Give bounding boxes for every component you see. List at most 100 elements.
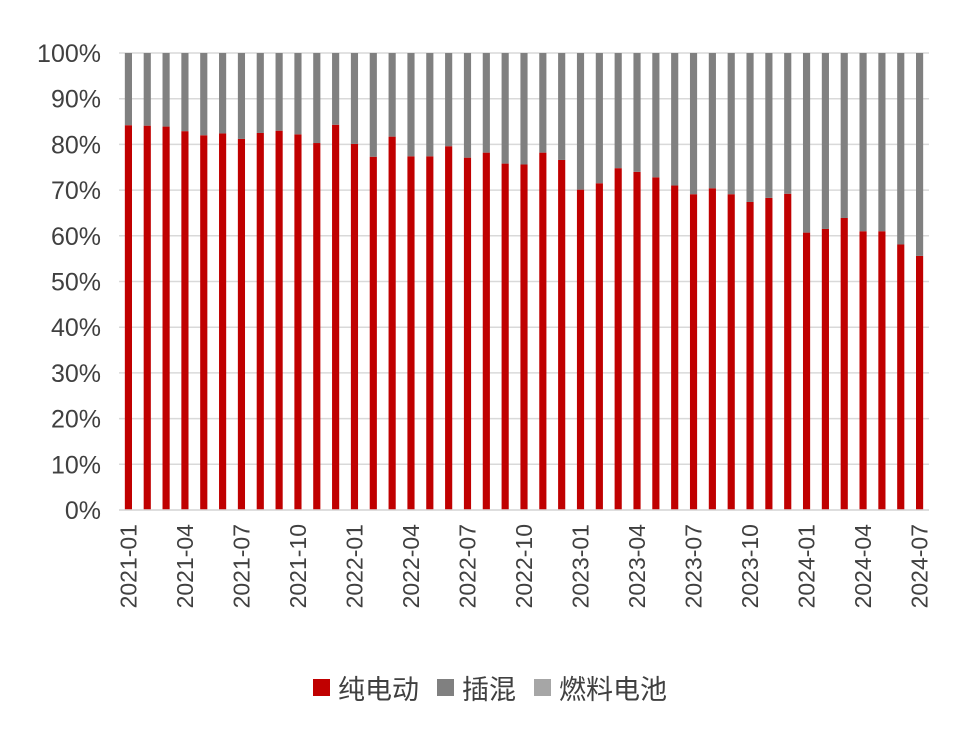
bar-2022-02-series-1 (369, 53, 377, 157)
bar-2023-10-series-1 (746, 53, 754, 202)
bar-2024-07-series-1 (916, 53, 924, 256)
x-tick-label: 2022-10 (511, 524, 537, 608)
bar-2021-06-series-0 (219, 133, 227, 510)
y-tick-label: 50% (51, 269, 101, 297)
bar-2023-04-series-0 (633, 171, 641, 510)
bar-2022-10-series-1 (520, 53, 528, 165)
bar-2023-06-series-0 (671, 185, 679, 510)
bar-2022-03-series-0 (388, 136, 396, 511)
bar-2022-11-series-1 (539, 53, 547, 153)
bar-2022-07-series-0 (463, 157, 472, 510)
bar-2021-11-series-0 (313, 143, 321, 511)
y-tick-label: 70% (51, 177, 101, 205)
bar-2023-07-series-0 (689, 194, 698, 510)
bar-2024-05-series-1 (878, 53, 886, 232)
bar-layer (124, 53, 924, 511)
bar-2024-02-series-1 (821, 53, 829, 229)
bar-2021-03-series-0 (162, 126, 170, 511)
bar-2023-12-series-0 (784, 193, 792, 511)
bar-2022-04-series-0 (407, 156, 415, 511)
bar-2022-01-series-1 (350, 53, 359, 144)
bar-2022-08-series-1 (482, 53, 490, 153)
bar-2022-06-series-0 (445, 146, 453, 510)
bar-2024-02-series-0 (821, 228, 829, 510)
bar-2023-03-series-0 (614, 168, 622, 510)
x-tick-label: 2022-04 (398, 524, 424, 609)
bar-2023-05-series-0 (652, 177, 660, 510)
bar-2023-02-series-1 (595, 53, 603, 184)
bar-2023-11-series-1 (765, 53, 773, 198)
bar-2023-01-series-1 (576, 53, 585, 190)
bar-2024-06-series-0 (897, 244, 905, 510)
bar-2022-02-series-0 (369, 156, 377, 510)
bar-2024-06-series-1 (897, 53, 905, 245)
x-tick-label: 2024-07 (907, 524, 933, 608)
bar-2021-07-series-0 (237, 138, 246, 510)
bar-2022-08-series-0 (482, 152, 490, 510)
bar-2023-10-series-0 (746, 201, 754, 510)
bar-2021-07-series-1 (237, 53, 246, 139)
bar-2021-05-series-0 (200, 135, 208, 510)
bar-2024-01-series-0 (802, 232, 811, 510)
bar-2024-04-series-0 (859, 231, 867, 511)
bar-2022-11-series-0 (539, 152, 547, 510)
bar-2022-03-series-1 (388, 53, 396, 137)
x-tick-label: 2023-10 (737, 524, 763, 608)
bar-2023-06-series-1 (671, 53, 679, 186)
y-tick-label: 0% (65, 497, 101, 525)
bar-2023-09-series-1 (727, 53, 735, 195)
y-tick-label: 100% (37, 40, 101, 68)
bar-2022-05-series-1 (426, 53, 434, 157)
bar-2022-12-series-1 (558, 53, 566, 160)
bar-2021-08-series-0 (256, 132, 264, 510)
bar-2021-04-series-1 (181, 53, 189, 132)
bar-2024-07-series-0 (916, 255, 924, 510)
bar-2021-10-series-1 (294, 53, 302, 135)
bar-2022-05-series-0 (426, 156, 434, 511)
legend-label-phev: 插混 (462, 675, 516, 706)
legend-item-fcev: 燃料电池 (534, 668, 667, 707)
bar-2024-01-series-1 (802, 53, 811, 233)
bar-2024-03-series-1 (840, 53, 848, 218)
legend-label-bev: 纯电动 (338, 675, 419, 706)
bar-2024-04-series-1 (859, 53, 867, 232)
bar-2021-01-series-0 (124, 125, 132, 511)
bar-2024-03-series-0 (840, 217, 848, 511)
axis-layer: 0% 10% 20% 30% 40% 50% 60% 70% 80% 90% 100% 2021-01… (37, 40, 933, 608)
y-tick-label: 90% (51, 86, 101, 114)
bar-2021-09-series-1 (275, 53, 283, 131)
legend-label-fcev: 燃料电池 (559, 675, 667, 706)
bar-2022-09-series-0 (501, 163, 509, 510)
bar-2021-05-series-1 (200, 53, 208, 136)
y-tick-label: 60% (51, 223, 101, 251)
bar-2021-03-series-1 (162, 53, 170, 127)
x-tick-label: 2021-10 (285, 524, 311, 608)
legend-swatch-phev (437, 679, 454, 696)
bar-2022-12-series-0 (558, 159, 566, 511)
bar-2022-04-series-1 (407, 53, 415, 157)
legend-item-phev: 插混 (437, 668, 516, 707)
bar-2021-02-series-1 (143, 53, 151, 126)
bar-2022-09-series-1 (501, 53, 509, 164)
bar-2021-11-series-1 (313, 53, 321, 144)
x-tick-label: 2023-01 (568, 524, 594, 608)
x-tick-label: 2021-07 (228, 524, 254, 608)
bar-2021-10-series-0 (294, 134, 302, 510)
y-tick-label: 40% (51, 314, 101, 342)
y-tick-label: 30% (51, 360, 101, 388)
x-tick-label: 2021-04 (172, 524, 198, 609)
bar-2023-01-series-0 (576, 189, 585, 510)
bar-2023-08-series-0 (708, 188, 716, 510)
legend: 纯电动 插混 燃料电池 (0, 668, 980, 707)
bar-2023-03-series-1 (614, 53, 622, 169)
y-tick-label: 80% (51, 131, 101, 159)
bar-2021-12-series-0 (332, 124, 340, 511)
bar-2022-06-series-1 (445, 53, 453, 147)
bar-2021-08-series-1 (256, 53, 264, 133)
bar-2021-06-series-1 (219, 53, 227, 134)
bar-2021-04-series-0 (181, 131, 189, 510)
bar-2023-11-series-0 (765, 197, 773, 510)
bar-2021-02-series-0 (143, 125, 151, 511)
